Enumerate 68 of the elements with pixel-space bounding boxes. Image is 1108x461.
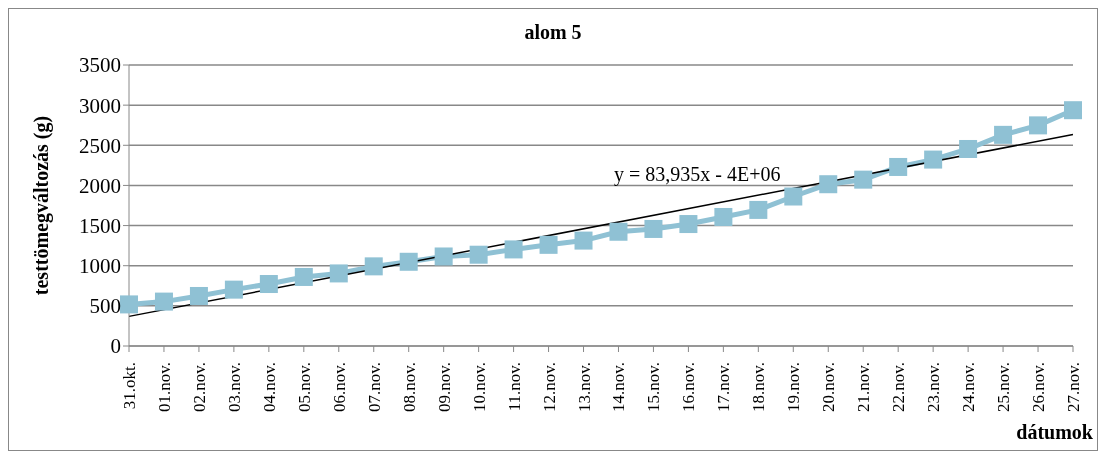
x-tick-label: 07.nov. (364, 362, 384, 412)
x-tick-label: 13.nov. (574, 362, 594, 412)
x-tick-label: 17.nov. (714, 362, 734, 412)
x-tick-label: 11.nov. (504, 362, 524, 412)
point (609, 222, 628, 241)
x-tick-label: 02.nov. (189, 362, 209, 412)
point (679, 215, 698, 234)
point (329, 264, 348, 283)
point (434, 247, 453, 266)
y-tick-label: 2500 (79, 133, 121, 158)
x-tick-label: 19.nov. (784, 362, 804, 412)
chart-title: alom 5 (523, 21, 583, 44)
point (120, 295, 138, 314)
point (959, 139, 978, 158)
point (714, 207, 733, 226)
point (994, 125, 1013, 144)
x-tick-label: 14.nov. (609, 362, 629, 412)
point (504, 240, 523, 259)
point (924, 150, 943, 169)
x-tick-label: 18.nov. (749, 362, 769, 412)
y-tick-label: 1000 (79, 254, 121, 279)
y-axis-title: testtömegváltozás (g) (30, 115, 54, 296)
x-tick-label: 26.nov. (1029, 362, 1049, 412)
x-tick-label: 24.nov. (959, 362, 979, 412)
x-tick-label: 06.nov. (329, 362, 349, 412)
x-tick-label: 04.nov. (259, 362, 279, 412)
point (469, 245, 488, 264)
x-tick-label: 16.nov. (679, 362, 699, 412)
x-tick-label: 08.nov. (399, 362, 419, 412)
point (364, 257, 383, 276)
point (1029, 116, 1048, 135)
x-tick-label: 05.nov. (294, 362, 314, 412)
point (784, 187, 803, 206)
point (889, 157, 908, 176)
x-axis-title: dátumok (1016, 421, 1093, 444)
point (294, 267, 313, 286)
point (259, 275, 278, 294)
point (224, 280, 243, 299)
y-tick-label: 1500 (79, 214, 121, 239)
x-tick-label: 09.nov. (434, 362, 454, 412)
point (189, 286, 208, 305)
y-tick-label: 500 (89, 294, 121, 319)
point (644, 219, 663, 238)
y-tick-label: 3000 (79, 93, 121, 118)
x-tick-label: 31.okt. (120, 362, 139, 410)
point (749, 200, 768, 219)
x-tick-label: 15.nov. (644, 362, 664, 412)
point (539, 235, 558, 254)
x-tick-label: 27.nov. (1064, 362, 1083, 412)
x-tick-label: 01.nov. (154, 362, 174, 412)
y-tick-label: 2000 (79, 173, 121, 198)
y-tick-label: 3500 (79, 53, 121, 78)
point (819, 175, 838, 194)
x-tick-label: 25.nov. (994, 362, 1014, 412)
x-tick-label: 22.nov. (889, 362, 909, 412)
y-tick-label: 0 (110, 334, 121, 359)
point (154, 292, 173, 311)
x-tick-label: 20.nov. (819, 362, 839, 412)
annotation: y = 83,935x - 4E+06 (614, 163, 781, 186)
x-tick-label: 21.nov. (854, 362, 874, 412)
x-tick-label: 23.nov. (924, 362, 944, 412)
point (399, 252, 418, 271)
point (574, 231, 593, 250)
point (1064, 101, 1082, 120)
x-tick-label: 12.nov. (539, 362, 559, 412)
x-tick-label: 03.nov. (224, 362, 244, 412)
x-tick-label: 10.nov. (469, 362, 489, 412)
point (854, 170, 873, 189)
